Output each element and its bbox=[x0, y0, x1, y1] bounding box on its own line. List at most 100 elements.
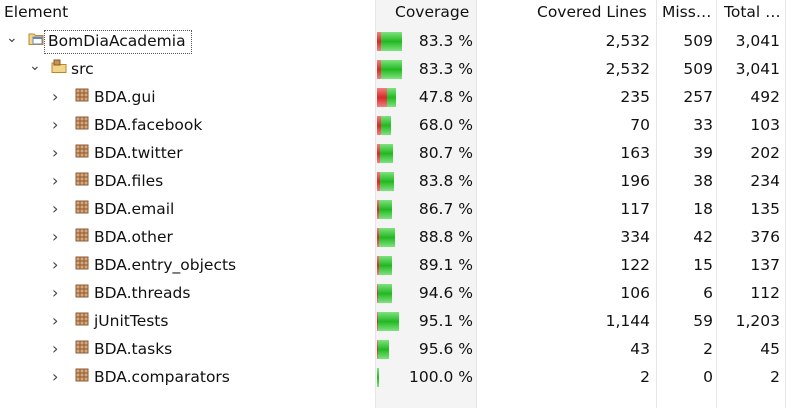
covered-lines-value: 1,144 bbox=[605, 312, 650, 330]
covered-lines-value: 70 bbox=[630, 116, 650, 134]
coverage-bar-covered bbox=[379, 228, 395, 247]
tree-row[interactable]: ⌄ BomDiaAcademia 83.3 % 2,532 509 3,041 bbox=[0, 28, 795, 56]
coverage-bar bbox=[377, 228, 395, 247]
missed-lines-value: 509 bbox=[683, 32, 713, 50]
coverage-bar-missed bbox=[377, 256, 379, 275]
covered-lines-value: 163 bbox=[620, 144, 650, 162]
chevron-right-icon[interactable]: › bbox=[52, 283, 59, 302]
total-lines-value: 202 bbox=[750, 144, 780, 162]
total-lines-value: 137 bbox=[750, 256, 780, 274]
total-lines-value: 2 bbox=[770, 368, 780, 386]
column-header-total[interactable]: Total … bbox=[724, 3, 781, 21]
chevron-right-icon[interactable]: › bbox=[52, 171, 59, 190]
covered-lines-value: 117 bbox=[620, 200, 650, 218]
element-name: BDA.facebook bbox=[94, 116, 203, 134]
column-header-element[interactable]: Element bbox=[4, 3, 69, 21]
tree-row[interactable]: › BDA.files 83.8 % 196 38 234 bbox=[0, 168, 795, 196]
chevron-right-icon[interactable]: › bbox=[52, 255, 59, 274]
coverage-bar-covered bbox=[381, 116, 391, 135]
chevron-right-icon[interactable]: › bbox=[52, 227, 59, 246]
coverage-percent: 47.8 % bbox=[418, 88, 473, 106]
coverage-bar-missed bbox=[377, 228, 379, 247]
tree-row[interactable]: › BDA.facebook 68.0 % 70 33 103 bbox=[0, 112, 795, 140]
chevron-right-icon[interactable]: › bbox=[52, 115, 59, 134]
total-lines-value: 492 bbox=[750, 88, 780, 106]
chevron-right-icon[interactable]: › bbox=[52, 339, 59, 358]
tree-row[interactable]: › BDA.comparators 100.0 % 2 0 2 bbox=[0, 364, 795, 392]
total-lines-value: 3,041 bbox=[735, 60, 780, 78]
tree-row[interactable]: ⌄ src 83.3 % 2,532 509 3,041 bbox=[0, 56, 795, 84]
chevron-right-icon[interactable]: › bbox=[52, 311, 59, 330]
total-lines-value: 112 bbox=[750, 284, 780, 302]
chevron-down-icon[interactable]: ⌄ bbox=[6, 30, 18, 46]
covered-lines-value: 2 bbox=[640, 368, 650, 386]
coverage-bar bbox=[377, 32, 402, 51]
chevron-right-icon[interactable]: › bbox=[52, 199, 59, 218]
column-divider[interactable] bbox=[656, 0, 657, 408]
coverage-bar-covered bbox=[377, 368, 379, 387]
column-divider[interactable] bbox=[716, 0, 717, 408]
covered-lines-value: 196 bbox=[620, 172, 650, 190]
tree-row[interactable]: › jUnitTests 95.1 % 1,144 59 1,203 bbox=[0, 308, 795, 336]
coverage-bar bbox=[377, 368, 379, 387]
element-name: BDA.email bbox=[94, 200, 175, 218]
column-divider[interactable] bbox=[476, 0, 477, 408]
column-header-covered-lines[interactable]: Covered Lines bbox=[537, 3, 647, 21]
column-divider[interactable] bbox=[785, 0, 786, 408]
tree-row[interactable]: › BDA.twitter 80.7 % 163 39 202 bbox=[0, 140, 795, 168]
tree-row[interactable]: › BDA.gui 47.8 % 235 257 492 bbox=[0, 84, 795, 112]
focus-outline bbox=[44, 30, 192, 54]
coverage-percent: 95.1 % bbox=[418, 312, 473, 330]
coverage-percent: 83.3 % bbox=[418, 60, 473, 78]
chevron-down-icon[interactable]: ⌄ bbox=[29, 58, 41, 74]
missed-lines-value: 257 bbox=[683, 88, 713, 106]
chevron-right-icon[interactable]: › bbox=[52, 87, 59, 106]
element-name: src bbox=[71, 60, 94, 78]
coverage-percent: 89.1 % bbox=[418, 256, 473, 274]
element-name: jUnitTests bbox=[94, 312, 169, 330]
covered-lines-value: 334 bbox=[620, 228, 650, 246]
missed-lines-value: 2 bbox=[703, 340, 713, 358]
element-name: BDA.comparators bbox=[94, 368, 230, 386]
total-lines-value: 376 bbox=[750, 228, 780, 246]
missed-lines-value: 6 bbox=[703, 284, 713, 302]
coverage-bar-covered bbox=[379, 200, 392, 219]
missed-lines-value: 18 bbox=[693, 200, 713, 218]
element-name: BDA.entry_objects bbox=[94, 256, 237, 274]
coverage-percent: 95.6 % bbox=[418, 340, 473, 358]
column-header-missed[interactable]: Miss… bbox=[662, 3, 712, 21]
covered-lines-value: 2,532 bbox=[605, 60, 650, 78]
coverage-percent: 80.7 % bbox=[418, 144, 473, 162]
tree-row[interactable]: › BDA.email 86.7 % 117 18 135 bbox=[0, 196, 795, 224]
missed-lines-value: 59 bbox=[693, 312, 713, 330]
tree-row[interactable]: › BDA.other 88.8 % 334 42 376 bbox=[0, 224, 795, 252]
coverage-bar-missed bbox=[377, 312, 378, 331]
tree-row[interactable]: › BDA.threads 94.6 % 106 6 112 bbox=[0, 280, 795, 308]
total-lines-value: 234 bbox=[750, 172, 780, 190]
element-name: BDA.threads bbox=[94, 284, 191, 302]
coverage-percent: 94.6 % bbox=[418, 284, 473, 302]
coverage-bar-covered bbox=[378, 312, 399, 331]
element-name: BDA.tasks bbox=[94, 340, 173, 358]
chevron-right-icon[interactable]: › bbox=[52, 367, 59, 386]
coverage-bar bbox=[377, 144, 393, 163]
total-lines-value: 1,203 bbox=[735, 312, 780, 330]
element-name: BDA.files bbox=[94, 172, 164, 190]
chevron-right-icon[interactable]: › bbox=[52, 143, 59, 162]
tree-row[interactable]: › BDA.entry_objects 89.1 % 122 15 137 bbox=[0, 252, 795, 280]
tree-row[interactable]: › BDA.tasks 95.6 % 43 2 45 bbox=[0, 336, 795, 364]
covered-lines-value: 106 bbox=[620, 284, 650, 302]
covered-lines-value: 235 bbox=[620, 88, 650, 106]
column-divider[interactable] bbox=[375, 0, 376, 408]
package-icon bbox=[74, 199, 90, 215]
column-header-coverage[interactable]: Coverage bbox=[395, 3, 470, 21]
package-icon bbox=[74, 115, 90, 131]
package-icon bbox=[74, 87, 90, 103]
coverage-bar bbox=[377, 200, 392, 219]
coverage-bar-covered bbox=[379, 256, 392, 275]
package-icon bbox=[74, 339, 90, 355]
coverage-percent: 83.3 % bbox=[418, 32, 473, 50]
coverage-bar-covered bbox=[378, 340, 389, 359]
coverage-bar-covered bbox=[387, 88, 396, 107]
package-icon bbox=[74, 227, 90, 243]
